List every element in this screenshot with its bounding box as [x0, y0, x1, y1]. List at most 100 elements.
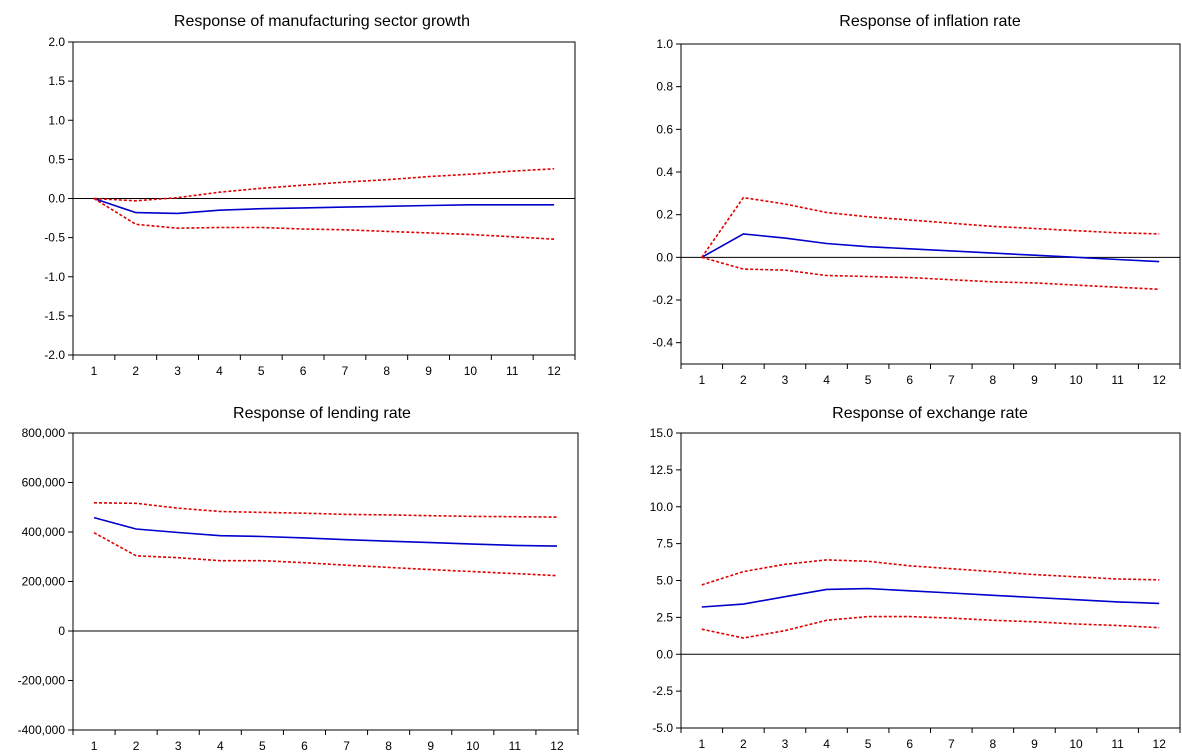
x-tick-label: 6 — [906, 737, 913, 751]
y-tick-label: -2.0 — [44, 348, 65, 362]
lower-band-line — [93, 197, 555, 240]
x-tick-label: 11 — [1111, 373, 1124, 387]
y-tick-label: 15.0 — [650, 426, 674, 440]
x-tick-label: 1 — [698, 373, 705, 387]
x-tick-label: 9 — [425, 364, 432, 378]
x-tick-label: 1 — [91, 739, 98, 753]
y-tick-label: 0.8 — [656, 80, 673, 94]
x-tick-label: 4 — [823, 737, 830, 751]
x-tick-label: 9 — [1031, 737, 1038, 751]
x-tick-label: 3 — [175, 739, 182, 753]
x-tick-label: 4 — [823, 373, 830, 387]
x-tick-label: 6 — [300, 364, 307, 378]
x-tick-label: 11 — [506, 364, 519, 378]
upper-band-line — [93, 502, 558, 518]
chart-title: Response of manufacturing sector growth — [174, 13, 470, 30]
upper-band-line — [93, 168, 555, 202]
x-tick-label: 5 — [258, 364, 265, 378]
y-tick-label: 5.0 — [656, 574, 673, 588]
x-tick-label: 12 — [550, 739, 564, 753]
x-tick-label: 3 — [174, 364, 181, 378]
response-line — [93, 197, 555, 215]
y-tick-label: 1.5 — [48, 74, 65, 88]
x-tick-label: 9 — [1031, 373, 1038, 387]
x-tick-label: 6 — [906, 373, 913, 387]
x-tick-label: 11 — [509, 739, 522, 753]
x-tick-label: 1 — [698, 737, 705, 751]
y-tick-label: 200,000 — [22, 575, 66, 589]
y-tick-label: 0 — [58, 624, 65, 638]
x-tick-label: 8 — [383, 364, 390, 378]
y-tick-label: -400,000 — [18, 723, 66, 737]
x-tick-label: 12 — [1153, 737, 1167, 751]
y-tick-label: 0.6 — [656, 122, 673, 136]
x-tick-label: 5 — [865, 737, 872, 751]
x-tick-label: 2 — [133, 739, 140, 753]
response-line — [701, 587, 1160, 608]
y-tick-label: 2.5 — [656, 610, 673, 624]
x-tick-label: 4 — [216, 364, 223, 378]
y-tick-label: 400,000 — [22, 525, 66, 539]
x-tick-label: 4 — [217, 739, 224, 753]
x-tick-label: 11 — [1111, 737, 1124, 751]
y-tick-label: 0.2 — [656, 208, 673, 222]
plot-frame — [72, 432, 579, 731]
plot-frame — [680, 432, 1181, 729]
upper-band-line — [701, 559, 1160, 586]
plot-frame — [680, 43, 1181, 365]
y-tick-label: 0.0 — [656, 250, 673, 264]
x-tick-label: 7 — [342, 364, 349, 378]
chart-title: Response of inflation rate — [839, 13, 1021, 30]
y-tick-label: -200,000 — [18, 674, 66, 688]
x-tick-label: 10 — [466, 739, 480, 753]
x-tick-label: 3 — [782, 373, 789, 387]
y-tick-label: 2.0 — [48, 35, 65, 49]
x-tick-label: 7 — [948, 737, 955, 751]
x-tick-label: 12 — [547, 364, 561, 378]
y-tick-label: -0.2 — [652, 293, 673, 307]
lower-band-line — [701, 615, 1160, 639]
x-tick-label: 7 — [343, 739, 350, 753]
y-tick-label: 800,000 — [22, 426, 66, 440]
x-tick-label: 5 — [259, 739, 266, 753]
lower-band-line — [701, 256, 1160, 291]
chart-title: Response of exchange rate — [832, 405, 1028, 422]
y-tick-label: 0.4 — [656, 165, 673, 179]
y-tick-label: -5.0 — [652, 721, 673, 735]
x-tick-label: 12 — [1153, 373, 1167, 387]
x-tick-label: 7 — [948, 373, 955, 387]
response-line — [93, 516, 558, 547]
y-tick-label: 1.0 — [48, 113, 65, 127]
response-line — [701, 233, 1160, 263]
x-tick-label: 8 — [990, 737, 997, 751]
panel-lending-rate: Response of lending rate 800,000 600,000 4… — [18, 405, 579, 753]
x-tick-label: 10 — [1069, 737, 1083, 751]
x-tick-label: 1 — [91, 364, 98, 378]
x-tick-label: 2 — [740, 373, 747, 387]
y-tick-label: 0.5 — [48, 152, 65, 166]
y-tick-label: 7.5 — [656, 537, 673, 551]
x-tick-label: 5 — [865, 373, 872, 387]
x-tick-label: 2 — [740, 737, 747, 751]
y-tick-label: -2.5 — [652, 684, 673, 698]
y-tick-label: 10.0 — [650, 500, 674, 514]
x-tick-label: 6 — [301, 739, 308, 753]
upper-band-line — [701, 196, 1160, 258]
x-tick-label: 10 — [1069, 373, 1083, 387]
y-tick-label: -0.5 — [44, 231, 65, 245]
y-tick-label: -1.5 — [44, 309, 65, 323]
y-tick-label: 1.0 — [656, 37, 673, 51]
y-tick-label: 0.0 — [48, 192, 65, 206]
x-tick-label: 9 — [427, 739, 434, 753]
panel-inflation-rate: Response of inflation rate 1.0 0.8 0.6 0.4 0… — [652, 13, 1181, 387]
x-tick-label: 3 — [782, 737, 789, 751]
lower-band-line — [93, 531, 558, 577]
x-tick-label: 8 — [385, 739, 392, 753]
y-tick-label: -0.4 — [652, 336, 673, 350]
y-tick-label: 600,000 — [22, 476, 66, 490]
y-tick-label: 12.5 — [650, 463, 674, 477]
x-tick-label: 8 — [990, 373, 997, 387]
y-tick-label: 0.0 — [656, 647, 673, 661]
chart-title: Response of lending rate — [233, 405, 411, 422]
